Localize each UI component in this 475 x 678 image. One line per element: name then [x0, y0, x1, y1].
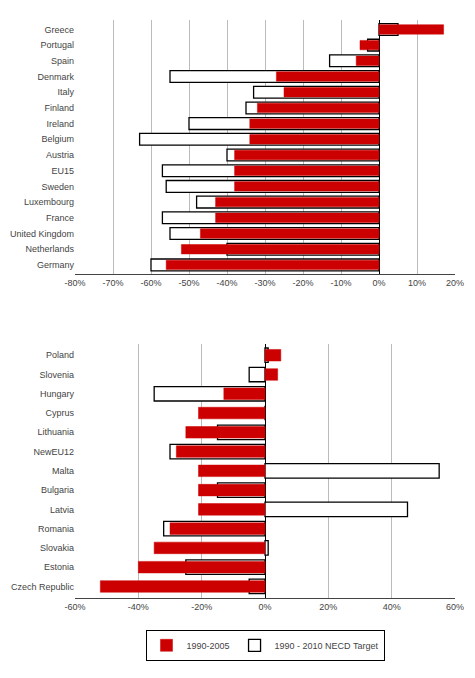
svg-text:1990-2005: 1990-2005 — [187, 641, 230, 651]
svg-text:Cyprus: Cyprus — [45, 408, 74, 418]
svg-text:Ireland: Ireland — [46, 119, 74, 129]
svg-text:0%: 0% — [258, 602, 271, 612]
svg-text:Malta: Malta — [52, 466, 74, 476]
svg-text:Spain: Spain — [51, 56, 74, 66]
svg-text:0%: 0% — [372, 278, 385, 288]
svg-text:Netherlands: Netherlands — [25, 244, 74, 254]
svg-text:Bulgaria: Bulgaria — [41, 485, 74, 495]
svg-text:Romania: Romania — [38, 524, 74, 534]
svg-text:Slovakia: Slovakia — [40, 543, 74, 553]
svg-text:Sweden: Sweden — [41, 182, 74, 192]
svg-text:-40%: -40% — [128, 602, 149, 612]
svg-text:Slovenia: Slovenia — [39, 370, 74, 380]
svg-text:-40%: -40% — [216, 278, 237, 288]
svg-text:EU15: EU15 — [51, 166, 74, 176]
svg-text:-60%: -60% — [140, 278, 161, 288]
svg-text:20%: 20% — [319, 602, 337, 612]
svg-text:Italy: Italy — [57, 87, 74, 97]
svg-text:Finland: Finland — [44, 103, 74, 113]
svg-text:-60%: -60% — [64, 602, 85, 612]
svg-text:-50%: -50% — [178, 278, 199, 288]
svg-text:-70%: -70% — [102, 278, 123, 288]
svg-text:Denmark: Denmark — [37, 72, 74, 82]
svg-text:-10%: -10% — [330, 278, 351, 288]
svg-text:10%: 10% — [408, 278, 426, 288]
svg-text:20%: 20% — [446, 278, 464, 288]
svg-text:Lithuania: Lithuania — [37, 427, 74, 437]
svg-text:Greece: Greece — [44, 25, 74, 35]
svg-text:Czech Republic: Czech Republic — [11, 582, 75, 592]
svg-text:1990 - 2010 NECD Target: 1990 - 2010 NECD Target — [275, 641, 379, 651]
svg-text:Latvia: Latvia — [50, 505, 74, 515]
svg-text:NewEU12: NewEU12 — [33, 447, 74, 457]
svg-text:Austria: Austria — [46, 150, 74, 160]
svg-text:-20%: -20% — [191, 602, 212, 612]
svg-text:Belgium: Belgium — [41, 134, 74, 144]
svg-text:-30%: -30% — [254, 278, 275, 288]
svg-text:Luxembourg: Luxembourg — [24, 197, 74, 207]
svg-text:60%: 60% — [446, 602, 464, 612]
svg-text:-20%: -20% — [292, 278, 313, 288]
svg-text:-80%: -80% — [64, 278, 85, 288]
svg-text:France: France — [46, 213, 74, 223]
svg-text:Estonia: Estonia — [44, 562, 74, 572]
svg-text:Poland: Poland — [46, 350, 74, 360]
svg-text:40%: 40% — [383, 602, 401, 612]
svg-text:United Kingdom: United Kingdom — [10, 229, 74, 239]
svg-text:Hungary: Hungary — [40, 389, 75, 399]
svg-text:Portugal: Portugal — [40, 40, 74, 50]
svg-text:Germany: Germany — [37, 260, 75, 270]
